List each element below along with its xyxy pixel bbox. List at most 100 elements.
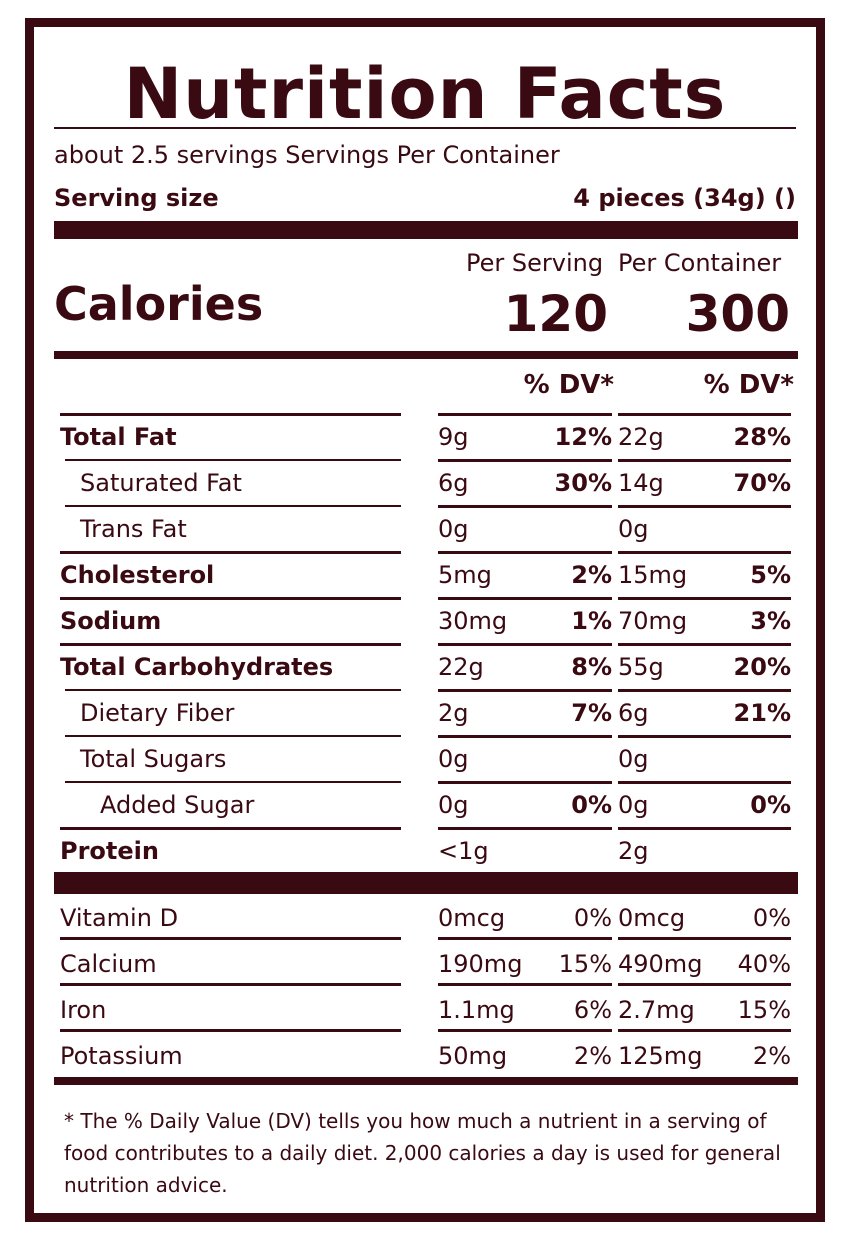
label-title: Nutrition Facts xyxy=(123,53,727,135)
serving-dv: 6% xyxy=(573,996,612,1024)
container-amount: 55g xyxy=(618,653,664,681)
vitamin-name: Iron xyxy=(60,996,107,1024)
container-amount: 2g xyxy=(618,837,649,865)
serving-dv: 0% xyxy=(571,791,612,819)
container-amount: 0g xyxy=(618,791,649,819)
serving-amount: 2g xyxy=(438,699,469,727)
serving-rule xyxy=(438,459,612,462)
nutrient-rule xyxy=(60,413,401,416)
vitamin-rule xyxy=(438,1029,612,1032)
nutrient-rule xyxy=(60,551,401,554)
serving-amount: 0g xyxy=(438,791,469,819)
nutrient-rule xyxy=(65,459,401,461)
serving-amount: 0g xyxy=(438,745,469,773)
container-dv: 20% xyxy=(733,653,791,681)
serving-amount: 6g xyxy=(438,469,469,497)
container-amount: 2.7mg xyxy=(618,996,695,1024)
serving-size-label: Serving size xyxy=(54,184,219,212)
serving-amount: 22g xyxy=(438,653,484,681)
servings-per-container: about 2.5 servings Servings Per Containe… xyxy=(54,141,560,169)
calories-per-container: 300 xyxy=(685,285,790,343)
container-amount: 70mg xyxy=(618,607,688,635)
container-amount: 22g xyxy=(618,423,664,451)
calories-per-serving: 120 xyxy=(503,285,608,343)
container-rule xyxy=(618,735,791,738)
container-dv: 0% xyxy=(750,791,791,819)
thick-rule-vitamins xyxy=(54,872,798,894)
title-rule xyxy=(54,127,796,129)
container-dv: 28% xyxy=(733,423,791,451)
vitamin-rule xyxy=(438,983,612,986)
serving-rule xyxy=(438,781,612,784)
container-dv: 5% xyxy=(750,561,791,589)
nutrient-name: Total Carbohydrates xyxy=(60,653,334,681)
container-amount: 6g xyxy=(618,699,649,727)
nutrition-label: Nutrition Facts about 2.5 servings Servi… xyxy=(25,18,825,1222)
nutrient-name: Added Sugar xyxy=(100,791,255,819)
vitamin-rule xyxy=(60,1029,401,1032)
vitamin-name: Calcium xyxy=(60,950,157,978)
container-dv: 3% xyxy=(750,607,791,635)
nutrient-name: Total Fat xyxy=(60,423,177,451)
container-amount: 14g xyxy=(618,469,664,497)
serving-amount: 0mcg xyxy=(438,904,506,932)
container-rule xyxy=(618,781,791,784)
serving-amount: 30mg xyxy=(438,607,508,635)
container-amount: 0g xyxy=(618,745,649,773)
serving-dv: 1% xyxy=(571,607,612,635)
serving-rule xyxy=(438,551,612,554)
serving-dv: 2% xyxy=(573,1042,612,1070)
vitamin-rule xyxy=(618,983,791,986)
vitamin-rule xyxy=(618,1029,791,1032)
container-dv: 40% xyxy=(737,950,791,978)
vitamin-rule xyxy=(60,937,401,940)
nutrient-rule xyxy=(60,827,401,830)
serving-rule xyxy=(438,827,612,830)
container-amount: 0g xyxy=(618,515,649,543)
serving-dv: 30% xyxy=(554,469,612,497)
vitamin-rule xyxy=(60,983,401,986)
dv-header-serving: % DV* xyxy=(523,370,614,400)
nutrient-rule xyxy=(65,689,401,691)
serving-amount: 9g xyxy=(438,423,469,451)
serving-rule xyxy=(438,643,612,646)
container-dv: 2% xyxy=(752,1042,791,1070)
nutrient-rule xyxy=(65,781,401,783)
nutrient-name: Dietary Fiber xyxy=(80,699,235,727)
nutrient-name: Trans Fat xyxy=(80,515,187,543)
container-rule xyxy=(618,689,791,692)
serving-amount: 190mg xyxy=(438,950,523,978)
vitamin-name: Potassium xyxy=(60,1042,183,1070)
nutrient-rule xyxy=(60,643,401,646)
bottom-rule xyxy=(54,1077,798,1085)
serving-dv: 8% xyxy=(571,653,612,681)
nutrient-name: Sodium xyxy=(60,607,162,635)
container-rule xyxy=(618,413,791,416)
container-rule xyxy=(618,505,791,508)
container-amount: 125mg xyxy=(618,1042,703,1070)
nutrient-rule xyxy=(65,505,401,507)
container-amount: 490mg xyxy=(618,950,703,978)
container-dv: 0% xyxy=(752,904,791,932)
serving-amount: <1g xyxy=(438,837,489,865)
container-rule xyxy=(618,597,791,600)
serving-amount: 5mg xyxy=(438,561,492,589)
calories-label: Calories xyxy=(54,277,264,331)
dv-header-container: % DV* xyxy=(703,370,794,400)
serving-dv: 7% xyxy=(571,699,612,727)
container-amount: 0mcg xyxy=(618,904,686,932)
serving-dv: 2% xyxy=(571,561,612,589)
thick-rule-top xyxy=(54,221,798,239)
per-serving-label: Per Serving xyxy=(466,249,604,277)
container-dv: 15% xyxy=(737,996,791,1024)
container-rule xyxy=(618,551,791,554)
serving-size-value: 4 pieces (34g) () xyxy=(573,184,796,212)
serving-rule xyxy=(438,735,612,738)
serving-dv: 12% xyxy=(554,423,612,451)
container-dv: 21% xyxy=(733,699,791,727)
calories-rule xyxy=(54,351,798,359)
per-container-label: Per Container xyxy=(618,249,782,277)
nutrient-name: Total Sugars xyxy=(80,745,227,773)
nutrient-name: Saturated Fat xyxy=(80,469,242,497)
serving-amount: 1.1mg xyxy=(438,996,515,1024)
